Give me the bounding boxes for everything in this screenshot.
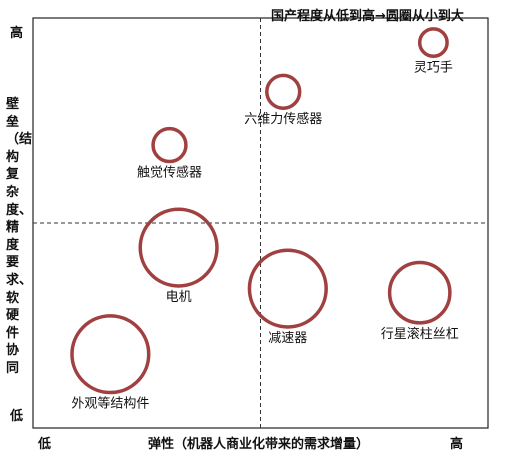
x-axis-low-label: 低 bbox=[38, 437, 52, 452]
point-circle bbox=[151, 126, 188, 164]
point-circle bbox=[387, 260, 452, 325]
x-axis-high-label: 高 bbox=[450, 437, 464, 452]
y-axis-high-label: 高 bbox=[10, 26, 24, 41]
y-axis-label: 壁垒（结构复杂度、精度要求、软硬件协同 bbox=[6, 97, 33, 376]
point-label: 触觉传感器 bbox=[137, 165, 202, 181]
y-axis-low-label: 低 bbox=[10, 409, 24, 424]
point-circle bbox=[417, 27, 449, 59]
point-label: 外观等结构件 bbox=[71, 396, 149, 412]
point-circle bbox=[247, 248, 328, 329]
x-axis-label: 弹性（机器人商业化带来的需求增量） bbox=[148, 437, 370, 452]
point-label: 六维力传感器 bbox=[244, 111, 322, 127]
point-label: 电机 bbox=[166, 290, 192, 305]
point-circle bbox=[138, 207, 219, 288]
point-label: 减速器 bbox=[268, 331, 307, 346]
point-circle bbox=[265, 73, 302, 110]
point-circle bbox=[70, 314, 151, 395]
chart-title: 国产程度从低到高→圆圈从小到大 bbox=[271, 9, 464, 24]
point-label: 灵巧手 bbox=[414, 60, 453, 75]
point-label: 行星滚柱丝杠 bbox=[381, 326, 459, 342]
